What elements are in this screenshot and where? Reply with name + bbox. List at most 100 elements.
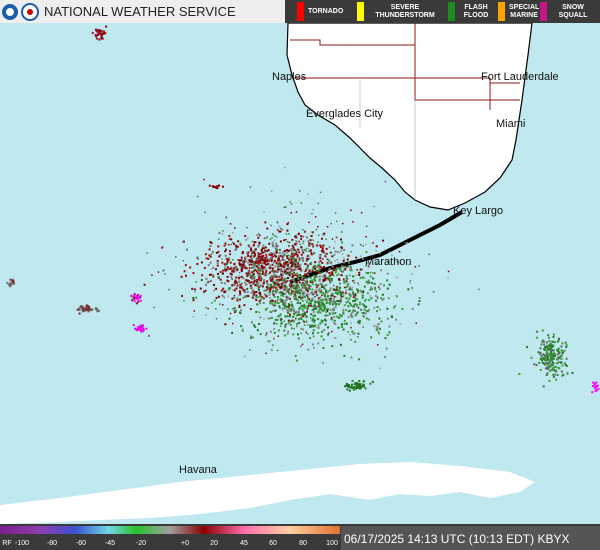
radar-echo	[260, 249, 263, 252]
radar-echo	[348, 288, 351, 291]
radar-echo	[319, 191, 322, 194]
radar-echo	[240, 259, 243, 262]
radar-echo	[385, 347, 388, 350]
radar-echo	[294, 273, 296, 275]
radar-echo	[205, 277, 208, 280]
radar-echo	[239, 298, 242, 301]
radar-echo	[274, 247, 277, 249]
radar-echo	[265, 268, 267, 270]
radar-echo	[208, 248, 211, 251]
radar-echo	[258, 264, 261, 267]
radar-echo	[308, 244, 310, 246]
radar-echo	[317, 271, 320, 274]
radar-echo	[136, 294, 139, 297]
radar-echo	[545, 341, 548, 344]
radar-echo	[205, 257, 208, 260]
radar-echo	[312, 208, 314, 211]
radar-echo	[309, 262, 312, 265]
radar-echo	[310, 231, 313, 233]
radar-echo	[326, 263, 328, 265]
radar-echo	[300, 246, 303, 249]
radar-echo	[331, 292, 334, 295]
radar-echo	[554, 365, 557, 368]
radar-echo	[317, 326, 320, 329]
radar-echo	[547, 345, 550, 348]
radar-echo	[219, 303, 221, 305]
radar-echo	[381, 259, 383, 262]
radar-echo	[311, 325, 314, 328]
radar-echo	[310, 252, 312, 254]
radar-echo	[335, 304, 337, 306]
radar-echo	[280, 273, 283, 276]
radar-echo	[342, 291, 344, 293]
radar-echo	[265, 286, 268, 289]
radar-echo	[146, 252, 148, 254]
radar-echo	[278, 263, 280, 266]
radar-echo	[325, 278, 328, 281]
radar-echo	[269, 302, 272, 305]
radar-echo	[593, 386, 596, 389]
radar-echo	[336, 274, 339, 277]
radar-echo	[323, 274, 326, 277]
radar-echo	[294, 243, 297, 246]
radar-echo	[321, 261, 324, 264]
radar-echo	[247, 244, 250, 247]
radar-echo	[289, 287, 292, 290]
radar-echo	[342, 311, 345, 314]
radar-echo	[253, 279, 256, 282]
radar-echo	[250, 276, 253, 279]
radar-echo	[294, 311, 297, 314]
radar-echo	[321, 305, 324, 308]
radar-echo	[218, 184, 221, 187]
radar-echo	[248, 274, 251, 277]
radar-echo	[162, 269, 165, 272]
radar-echo	[100, 34, 103, 37]
radar-echo	[345, 280, 348, 282]
radar-echo	[289, 255, 292, 257]
radar-echo	[208, 254, 211, 257]
radar-echo	[314, 267, 317, 270]
radar-echo	[557, 352, 560, 355]
warning-swatch	[297, 2, 304, 21]
radar-echo	[553, 352, 556, 355]
radar-echo	[365, 311, 368, 313]
radar-echo	[358, 382, 361, 385]
radar-echo	[268, 258, 271, 261]
radar-echo	[339, 301, 342, 304]
radar-echo	[223, 282, 226, 285]
radar-echo	[233, 262, 236, 265]
radar-echo	[261, 285, 264, 288]
radar-echo	[265, 294, 268, 297]
radar-echo	[359, 255, 362, 257]
city-label: Naples	[272, 71, 307, 83]
radar-echo	[323, 232, 326, 235]
radar-echo	[259, 261, 262, 264]
radar-echo	[355, 274, 358, 276]
radar-echo	[304, 306, 307, 309]
radar-echo	[306, 259, 309, 261]
radar-echo	[12, 280, 15, 283]
radar-echo	[289, 257, 292, 260]
radar-echo	[377, 297, 379, 300]
radar-echo	[341, 292, 344, 295]
radar-echo	[314, 279, 317, 282]
radar-echo	[566, 372, 569, 375]
radar-echo	[259, 316, 262, 319]
radar-echo	[273, 331, 276, 334]
radar-echo	[259, 258, 262, 261]
radar-echo	[354, 309, 357, 312]
radar-echo	[271, 269, 274, 272]
radar-echo	[548, 348, 551, 351]
radar-echo	[288, 292, 291, 295]
radar-echo	[280, 282, 283, 285]
radar-echo	[255, 296, 258, 299]
radar-echo	[320, 306, 323, 309]
radar-echo	[244, 281, 246, 284]
radar-echo	[331, 255, 334, 258]
radar-echo	[292, 252, 295, 254]
radar-echo	[193, 291, 196, 293]
radar-echo	[227, 295, 230, 297]
radar-echo	[257, 282, 260, 285]
radar-echo	[321, 294, 323, 297]
radar-echo	[209, 245, 212, 248]
